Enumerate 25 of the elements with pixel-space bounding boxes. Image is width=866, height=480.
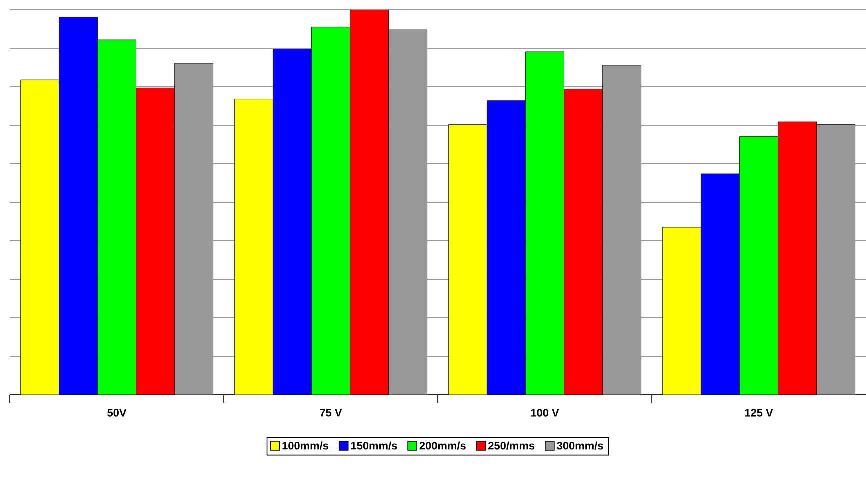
legend-label: 250/mms [488,442,535,450]
bar [312,27,350,395]
x-tick-label: 50V [108,409,127,417]
x-tick-label: 100 V [531,409,560,417]
bar [20,80,60,395]
legend-label: 150mm/s [351,442,398,450]
bar [701,174,740,395]
bar [448,124,488,395]
bar [740,136,778,395]
bar [602,65,642,395]
bar [816,124,856,395]
legend-label: 300mm/s [557,442,604,450]
bar [234,99,274,395]
bar [388,30,428,395]
bar [174,63,214,395]
x-tick-label: 75 V [320,409,342,417]
bar [662,227,702,395]
bar [59,17,98,395]
bar [526,52,564,395]
legend-label: 200mm/s [420,442,466,450]
legend-label: 100mm/s [282,442,329,450]
x-tick-label: 125 V [745,409,774,417]
bar [273,49,312,395]
bar [487,100,526,395]
bar [98,40,136,395]
